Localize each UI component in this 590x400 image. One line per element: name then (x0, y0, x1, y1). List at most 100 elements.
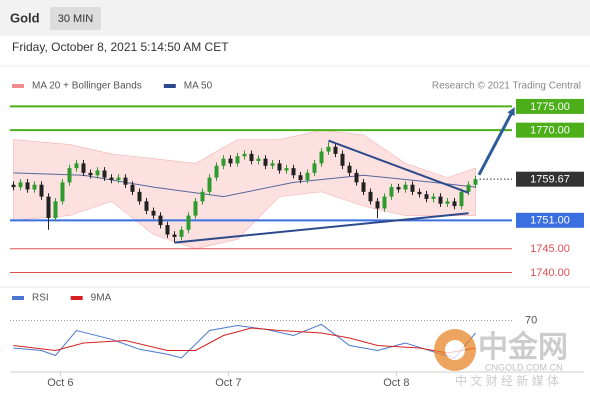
candle-body (347, 165, 352, 173)
level-label: 1775.00 (530, 101, 570, 113)
candle-body (130, 184, 135, 192)
candle-body (249, 153, 254, 161)
candle-body (179, 229, 184, 237)
candle-body (81, 163, 86, 173)
x-tick-label: Oct 6 (47, 377, 73, 389)
moving-average (13, 172, 476, 198)
trendline (174, 212, 469, 244)
candle-body (137, 191, 142, 202)
candle-body (25, 182, 30, 190)
candle-body (18, 182, 23, 188)
candle-body (410, 184, 415, 192)
level-label: 1740.00 (530, 267, 570, 279)
candle-body (284, 168, 289, 171)
candle-body (389, 187, 394, 197)
candle-body (32, 184, 37, 190)
watermark-brand: 中金网 (478, 330, 568, 364)
candle-body (375, 201, 380, 209)
candle-body (361, 182, 366, 192)
candle-body (123, 177, 128, 185)
level-label: 1745.00 (530, 243, 570, 255)
candle-body (452, 201, 457, 207)
candle-body (39, 184, 44, 197)
candle-body (277, 163, 282, 171)
candle-body (116, 177, 121, 180)
candle-body (165, 225, 170, 235)
candle-body (235, 156, 240, 164)
legend-swatch (70, 296, 83, 300)
candle-body (431, 196, 436, 199)
candle-body (193, 201, 198, 216)
level-label: 1751.00 (530, 215, 570, 227)
candle-body (102, 170, 107, 178)
candle-body (228, 158, 233, 164)
candle-body (186, 215, 191, 230)
candle-body (291, 168, 296, 176)
candle-body (67, 168, 72, 183)
candle-body (263, 158, 268, 166)
candle-body (60, 182, 65, 202)
candle-body (326, 146, 331, 152)
candle-body (88, 172, 93, 176)
indicator-line (13, 323, 476, 359)
candle-body (221, 158, 226, 166)
x-tick-label: Oct 7 (215, 377, 241, 389)
legend-swatch (163, 84, 176, 88)
candle-body (445, 201, 450, 204)
interval-button[interactable] (50, 7, 101, 30)
level-label-box (516, 171, 584, 187)
candle-body (74, 163, 79, 169)
candle-body (298, 175, 303, 180)
legend-label: RSI (32, 293, 49, 304)
legend-label: MA 50 (184, 81, 213, 92)
candle-body (95, 170, 100, 176)
level-label-box (516, 98, 584, 114)
watermark-tagline: 中 文 财 经 新 媒 体 (455, 373, 559, 388)
legend-swatch (12, 84, 24, 88)
indicator-line (13, 327, 476, 354)
candle-body (46, 196, 51, 218)
candle-body (396, 187, 401, 190)
candle-body (340, 153, 345, 166)
level-label-box (516, 212, 584, 228)
legend-label: 9MA (91, 293, 112, 304)
timestamp: Friday, October 8, 2021 5:14:50 AM CET (12, 40, 229, 54)
x-tick-label: Oct 8 (383, 377, 409, 389)
candle-body (242, 153, 247, 157)
plot-area: 1775.00 1770.00 1759.67 1751.00 1745.00 1740.… (10, 81, 584, 389)
candle-body (256, 158, 261, 161)
candle-body (200, 191, 205, 202)
candle-body (466, 184, 471, 192)
bollinger-band (13, 129, 476, 250)
watermark-logo (445, 340, 465, 360)
candle-body (144, 201, 149, 211)
candle-body (438, 196, 443, 204)
level-label: 1759.67 (530, 174, 570, 186)
watermark-site: CNGOLD.COM.CN (485, 362, 563, 372)
candle-body (53, 201, 58, 218)
candle-body (333, 146, 338, 154)
candle-body (354, 172, 359, 183)
forecast-arrow (477, 107, 515, 176)
candle-body (151, 210, 156, 216)
candle-body (305, 172, 310, 180)
trendline (328, 139, 469, 194)
candle-body (214, 165, 219, 178)
interval-label[interactable]: 30 MIN (58, 13, 94, 25)
candle-body (473, 179, 478, 185)
candle-body (172, 234, 177, 237)
candle-body (382, 196, 387, 209)
candle-body (207, 177, 212, 192)
level-label: 1770.00 (530, 125, 570, 137)
candle-body (403, 184, 408, 190)
candle-body (109, 177, 114, 180)
candle-body (11, 184, 16, 188)
candle-body (158, 215, 163, 226)
watermark: 中金网 CNGOLD.COM.CN 中 文 财 经 新 媒 体 (434, 329, 568, 388)
legend-label: MA 20 + Bollinger Bands (32, 81, 142, 92)
candle-body (417, 191, 422, 195)
candle-body (459, 191, 464, 207)
legend-swatch (12, 296, 24, 300)
instrument-title: Gold (10, 10, 40, 25)
